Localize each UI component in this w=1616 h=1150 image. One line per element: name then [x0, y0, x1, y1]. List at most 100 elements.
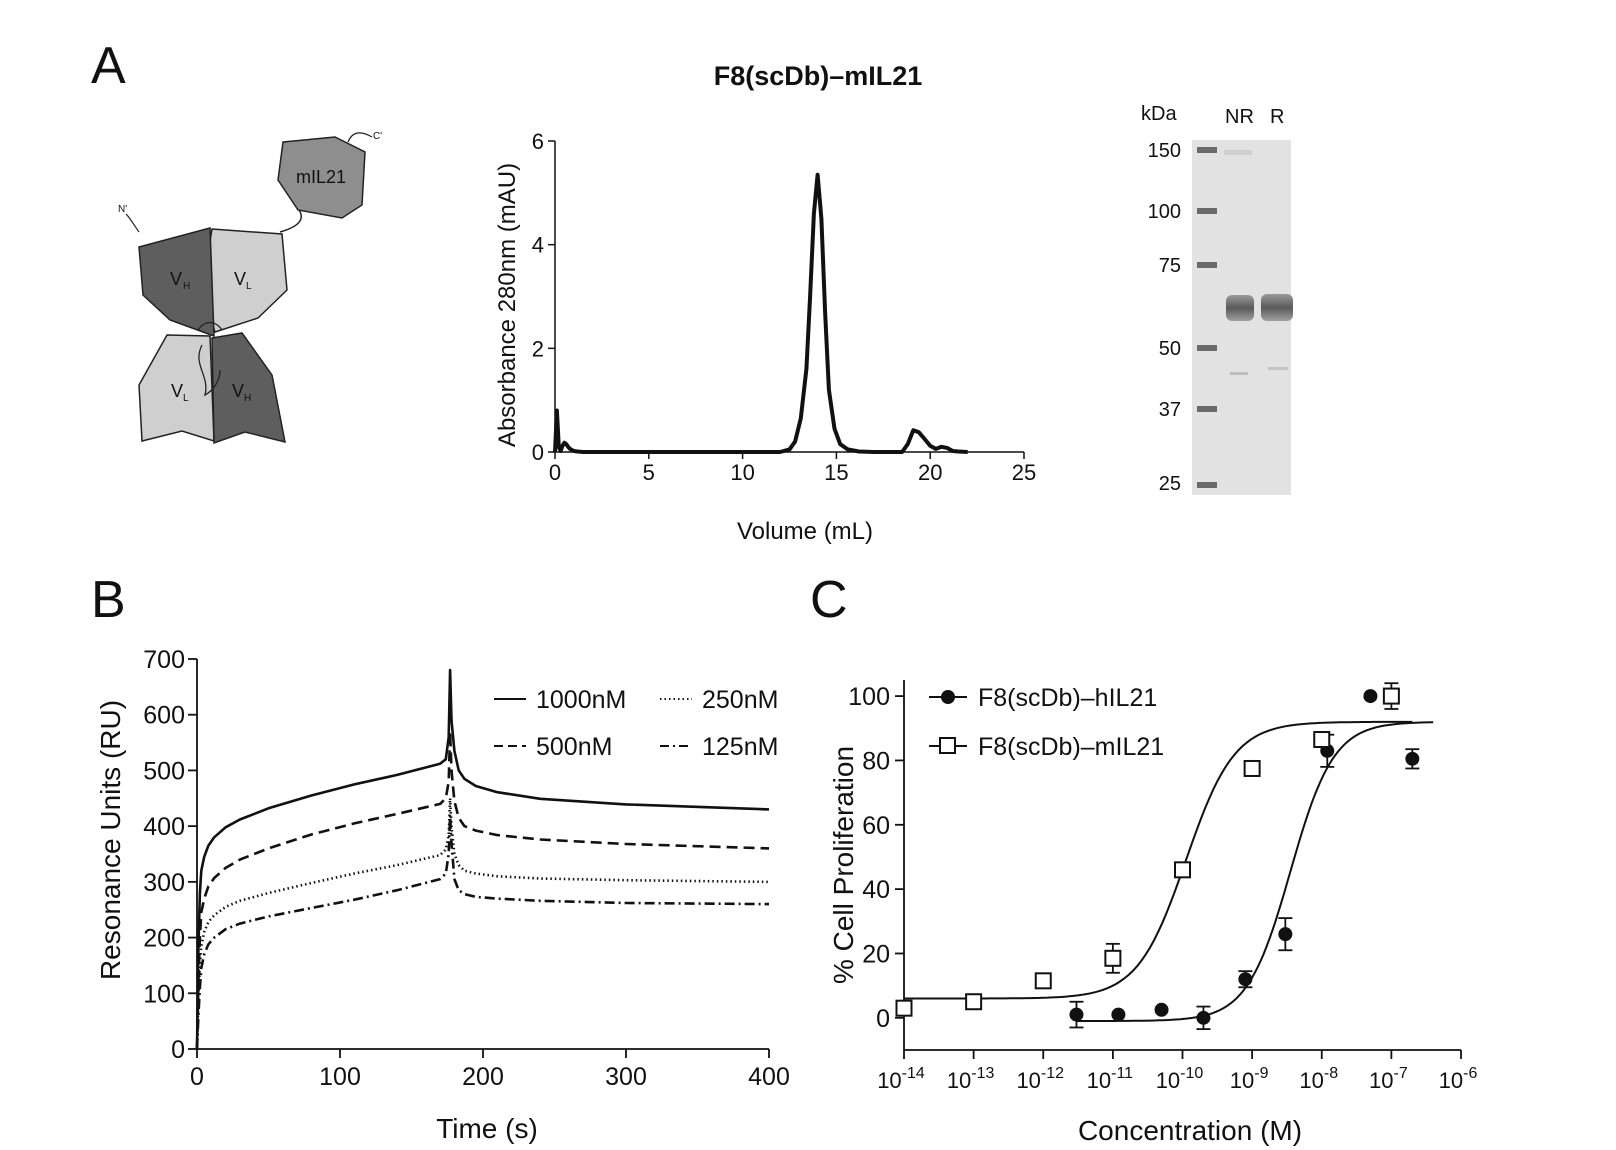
data-point-hil21	[1154, 1002, 1169, 1017]
marker-band-50	[1197, 345, 1217, 351]
data-point-mil21	[965, 993, 983, 1011]
marker-label-37: 37	[1159, 399, 1181, 421]
marker-band-37	[1197, 406, 1217, 412]
fit-curve-mil21	[904, 720, 1413, 1000]
spr-y-tick-label: 100	[143, 980, 185, 1008]
data-point-mil21	[1104, 949, 1122, 967]
nr-lane-faint-band	[1224, 150, 1252, 155]
data-point-mil21	[1034, 972, 1052, 990]
legend-marker-hil21	[941, 690, 955, 704]
spr-x-axis-label: Time (s)	[436, 1113, 538, 1144]
prolif-y-tick-label: 100	[848, 683, 890, 711]
spr-curve-1000nm	[195, 668, 770, 1050]
spr-curve-500nm	[195, 730, 770, 1050]
gel-unit-label: kDa	[1141, 103, 1177, 125]
data-point-mil21	[1243, 759, 1261, 777]
domain-vh-bottom	[211, 332, 286, 445]
r-lane-minor-band	[1268, 367, 1288, 370]
data-point-hil21	[1238, 972, 1253, 987]
prolif-x-tick-label: 10-7	[1369, 1065, 1408, 1093]
panel-label-c: C	[810, 571, 848, 629]
data-point-mil21	[895, 999, 913, 1017]
legend-label-250nm: 250nM	[702, 686, 778, 714]
spr-y-tick-label: 500	[143, 757, 185, 785]
panel-label-b: B	[91, 571, 126, 629]
sec-y-tick-label: 2	[532, 336, 544, 361]
prolif-x-tick-label: 10-13	[947, 1065, 995, 1093]
fit-curve-hil21	[1076, 721, 1434, 1022]
spr-curve-250nm	[195, 796, 770, 1050]
c-terminus-tail	[347, 132, 373, 143]
marker-label-100: 100	[1148, 201, 1181, 223]
spr-x-tick-label: 200	[462, 1063, 504, 1091]
spr-x-tick-label: 300	[605, 1063, 647, 1091]
prolif-y-tick-label: 60	[862, 812, 890, 840]
nr-lane-main-band	[1226, 295, 1254, 321]
legend-label-125nm: 125nM	[702, 733, 778, 761]
data-point-hil21	[1405, 751, 1420, 766]
legend-label-1000nm: 1000nM	[536, 686, 626, 714]
domain-label-vl-bottom: V	[171, 381, 183, 401]
spr-x-tick-label: 0	[190, 1063, 204, 1091]
sec-x-axis-label: Volume (mL)	[737, 518, 873, 545]
prolif-legend: F8(scDb)–hIL21 F8(scDb)–mIL21	[929, 684, 1164, 761]
prolif-x-tick-label: 10-6	[1439, 1065, 1478, 1093]
prolif-x-tick-label: 10-12	[1016, 1065, 1064, 1093]
spr-curve-125nm	[195, 813, 770, 1050]
spr-chart: 0 100 200 300 400 0 100 200 300 400 500 600 700	[143, 646, 790, 1091]
marker-label-75: 75	[1159, 255, 1181, 277]
sec-y-axis-label: Absorbance 280nm (mAU)	[494, 163, 521, 447]
sec-chart-title: F8(scDb)–mIL21	[714, 61, 923, 91]
spr-x-tick-label: 100	[319, 1063, 361, 1091]
domain-label-vh-bottom: V	[232, 381, 244, 401]
sec-y-tick-label: 0	[532, 440, 544, 465]
sec-x-tick-label: 5	[643, 460, 655, 485]
r-lane-main-band	[1261, 294, 1293, 321]
prolif-x-axis-label: Concentration (M)	[1078, 1115, 1302, 1146]
domain-sub-vl-bottom: L	[183, 393, 189, 404]
prolif-x-tick-label: 10-9	[1230, 1065, 1269, 1093]
spr-y-tick-label: 600	[143, 702, 185, 730]
data-point-hil21	[1278, 927, 1293, 942]
sec-x-tick-label: 10	[730, 460, 754, 485]
domain-label-vh-top: V	[170, 269, 182, 289]
nr-lane-minor-band	[1230, 372, 1248, 375]
legend-label-500nm: 500nM	[536, 733, 612, 761]
spr-legend: 1000nM 500nM 250nM 125nM	[494, 686, 778, 761]
prolif-y-tick-label: 40	[862, 876, 890, 904]
c-terminus-label: C'	[373, 131, 382, 142]
domain-sub-vh-top: H	[183, 281, 190, 292]
prolif-y-tick-label: 80	[862, 747, 890, 775]
data-point-hil21	[1111, 1007, 1126, 1022]
sds-page-gel: kDa NR R 150 100 75 50 37 25	[1141, 103, 1293, 495]
marker-band-25	[1197, 482, 1217, 488]
prolif-y-tick-label: 20	[862, 940, 890, 968]
marker-band-75	[1197, 262, 1217, 268]
prolif-x-tick-label: 10-10	[1156, 1065, 1204, 1093]
data-point-mil21	[1313, 731, 1331, 749]
domain-label-vl-top: V	[234, 269, 246, 289]
gel-lane-label-nr: NR	[1225, 106, 1254, 128]
proliferation-chart: 10-14 10-13 10-12 10-11 10-10 10-9 10-8 10-7 10-…	[848, 680, 1477, 1093]
legend-label-hil21: F8(scDb)–hIL21	[978, 684, 1157, 712]
domain-vl-bottom	[138, 334, 215, 443]
spr-y-tick-label: 400	[143, 813, 185, 841]
prolif-y-axis-label: % Cell Proliferation	[828, 746, 859, 984]
sec-x-tick-label: 15	[824, 460, 848, 485]
spr-y-tick-label: 300	[143, 869, 185, 897]
data-point-hil21	[1069, 1007, 1084, 1022]
prolif-x-tick-label: 10-8	[1299, 1065, 1338, 1093]
data-point-mil21	[1382, 687, 1400, 705]
sec-x-tick-label: 20	[918, 460, 942, 485]
marker-label-150: 150	[1148, 140, 1181, 162]
sec-y-tick-label: 4	[532, 233, 544, 258]
marker-label-50: 50	[1159, 338, 1181, 360]
sec-x-tick-label: 25	[1012, 460, 1036, 485]
domain-vh-top	[138, 227, 215, 338]
domain-mil21	[277, 136, 366, 219]
spr-y-tick-label: 0	[171, 1036, 185, 1064]
gel-lane-label-r: R	[1270, 106, 1284, 128]
prolif-y-tick-label: 0	[876, 1005, 890, 1033]
marker-band-150	[1197, 147, 1217, 153]
